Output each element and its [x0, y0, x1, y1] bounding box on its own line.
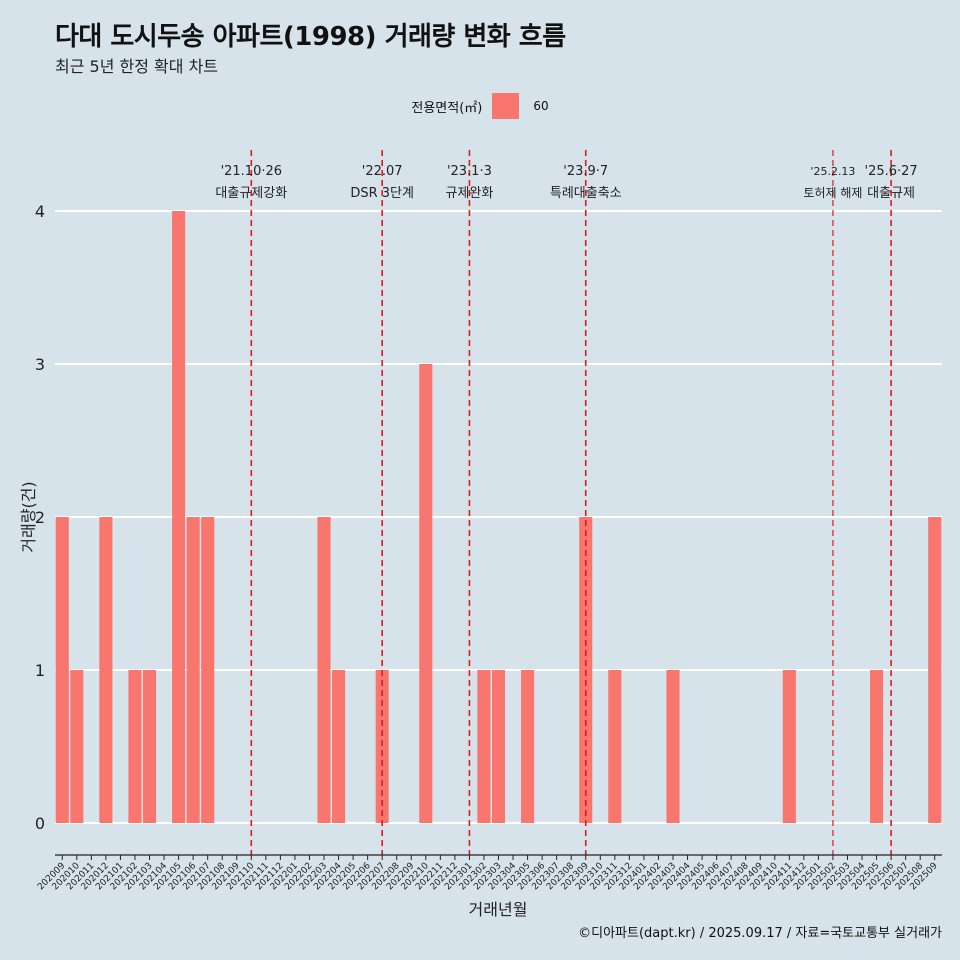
chart-subtitle: 최근 5년 한정 확대 차트 — [55, 57, 219, 76]
event-date-label: '25.2.13 — [810, 165, 855, 178]
bar-202012 — [99, 517, 113, 823]
bar-202102 — [128, 670, 142, 823]
bar-202203 — [317, 517, 331, 823]
event-date-label: '21.10·26 — [221, 164, 282, 179]
bar-202103 — [142, 670, 157, 823]
y-tick-label: 3 — [35, 355, 45, 374]
legend-title: 전용면적(㎡) — [411, 100, 483, 116]
event-text-label: 특례대출축소 — [550, 186, 622, 201]
event-text-label: 규제완화 — [445, 186, 493, 201]
y-tick-label: 4 — [35, 202, 45, 221]
event-lines: '21.10·26 대출규제강화 '22.07 DSR 3단계 '23.1·3 규제완화 '… — [215, 150, 918, 855]
y-tick-label: 1 — [35, 661, 45, 680]
bar-202210 — [419, 364, 433, 823]
bar-202305 — [521, 670, 535, 823]
bar-202105 — [172, 211, 186, 823]
y-axis-label: 거래량(건) — [19, 481, 38, 552]
bar-202505 — [870, 670, 884, 823]
bar-202009 — [55, 517, 69, 823]
y-tick-label: 2 — [35, 508, 45, 527]
x-axis: 2020092020102020112020122021012021022021… — [36, 854, 942, 892]
bars — [55, 211, 942, 823]
x-axis-label: 거래년월 — [469, 900, 528, 919]
event-date-label: '25.6·27 — [865, 164, 918, 179]
event-text-label: 대출규제 — [867, 186, 915, 201]
bar-202311 — [608, 670, 622, 823]
legend: 전용면적(㎡) 60 — [0, 93, 960, 119]
event-text-label: DSR 3단계 — [350, 186, 414, 201]
bar-202509 — [928, 517, 942, 823]
y-axis: 0 1 2 3 4 — [35, 202, 45, 833]
bar-202107 — [201, 517, 215, 823]
bar-202106 — [186, 517, 200, 823]
legend-swatch — [492, 93, 520, 119]
source-caption: ©디아파트(dapt.kr) / 2025.09.17 / 자료=국토교통부 실… — [578, 926, 942, 941]
bar-202411 — [782, 670, 796, 823]
y-tick-label: 0 — [35, 814, 45, 833]
event-date-label: '23.9·7 — [563, 164, 608, 179]
legend-label: 60 — [533, 99, 549, 113]
event-date-label: '23.1·3 — [447, 164, 492, 179]
bar-202010 — [70, 670, 84, 823]
event-text-label: 토허제 해제 — [803, 186, 862, 200]
event-text-label: 대출규제강화 — [215, 186, 287, 201]
bar-202302 — [477, 670, 491, 823]
bar-202303 — [491, 670, 506, 823]
bar-202207 — [375, 670, 389, 823]
chart-title: 다대 도시두송 아파트(1998) 거래량 변화 흐름 — [55, 22, 566, 52]
bar-202204 — [332, 670, 346, 823]
bar-202403 — [666, 670, 680, 823]
event-date-label: '22.07 — [362, 164, 403, 179]
